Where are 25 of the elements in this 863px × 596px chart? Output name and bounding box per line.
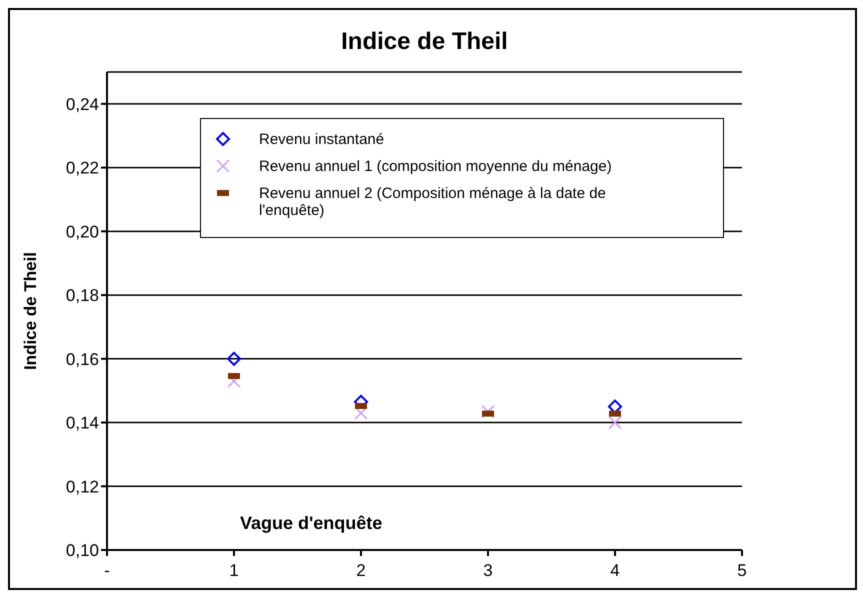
legend-label: Revenu annuel 1 (composition moyenne du ménage): [259, 158, 613, 175]
point: [481, 404, 495, 418]
x-tick-label: 3: [483, 561, 493, 580]
y-tick-label: 0,22: [66, 158, 99, 178]
y-tick-label: 0,16: [66, 350, 99, 369]
y-tick-label: 0,12: [66, 477, 99, 496]
point: [608, 416, 622, 430]
x-tick-label: -: [104, 561, 110, 580]
x-tick-label: 2: [356, 561, 366, 580]
legend-label: Revenu instantané: [259, 131, 386, 148]
y-tick-label: 0,24: [66, 94, 99, 114]
y-tick-label: 0,18: [66, 286, 99, 306]
point: [227, 374, 241, 388]
point: [227, 352, 241, 366]
y-tick-label: 0,10: [66, 541, 99, 560]
y-tick-label: 0,14: [66, 414, 99, 433]
x-axis-title: Vague d'enquête: [240, 513, 382, 534]
x-tick-label: 1: [229, 561, 239, 580]
legend-label: Revenu annuel 2 (Composition ménage à la date de l'enquête): [259, 185, 607, 219]
y-tick-label: 0,20: [66, 222, 99, 242]
y-axis-title: Indice de Theil: [21, 252, 40, 370]
x-tick-label: 4: [610, 561, 620, 580]
x-tick-label: 5: [737, 561, 747, 580]
point: [354, 406, 368, 420]
chart-title: Indice de Theil: [340, 28, 509, 56]
